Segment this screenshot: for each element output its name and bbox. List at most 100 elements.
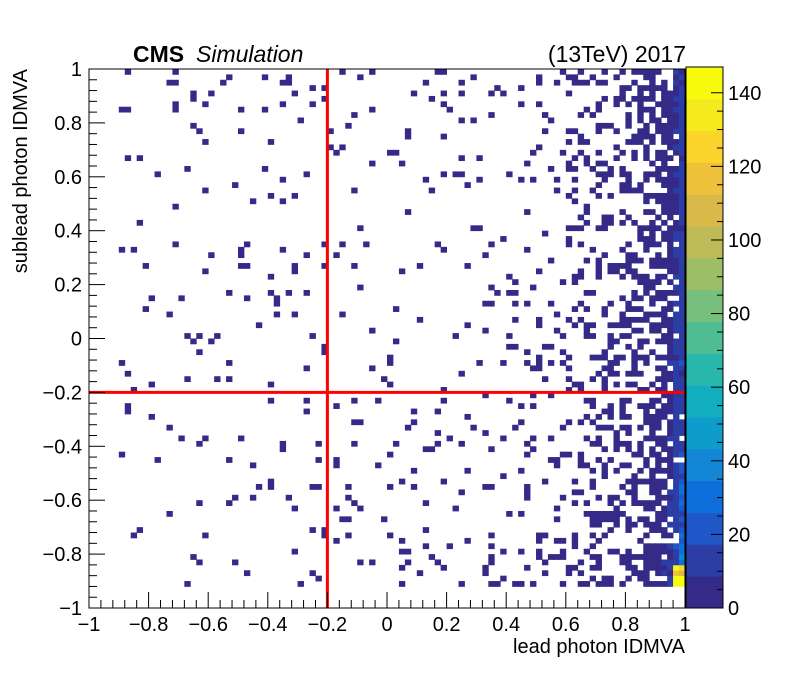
histogram-bin [673, 106, 680, 113]
histogram-bin [595, 370, 602, 377]
histogram-bin [649, 581, 656, 587]
histogram-bin [649, 419, 656, 426]
histogram-bin [667, 354, 674, 361]
histogram-bin [679, 95, 686, 102]
histogram-bin [649, 430, 656, 436]
histogram-bin [124, 403, 132, 409]
histogram-bin [607, 403, 614, 409]
histogram-bin [601, 225, 608, 232]
histogram-bin [172, 101, 179, 108]
histogram-bin [607, 333, 614, 339]
histogram-bin [315, 457, 322, 463]
histogram-bin [613, 95, 620, 102]
histogram-bin [601, 581, 608, 587]
histogram-bin [476, 225, 483, 232]
histogram-bin [577, 133, 585, 140]
histogram-bin [673, 354, 680, 361]
histogram-bin [553, 537, 561, 544]
histogram-bin [524, 564, 531, 571]
histogram-bin [595, 101, 602, 108]
histogram-bin [541, 112, 549, 118]
histogram-bin [673, 311, 680, 318]
histogram-bin [661, 564, 668, 571]
histogram-bin [649, 74, 656, 81]
histogram-bin [649, 295, 656, 302]
histogram-bin [321, 241, 328, 248]
histogram-bin [673, 90, 680, 97]
histogram-bin [440, 69, 447, 75]
histogram-bin [506, 289, 513, 296]
histogram-bin [673, 446, 680, 453]
histogram-bin [637, 85, 644, 91]
histogram-bin [655, 376, 662, 383]
histogram-bin [589, 467, 596, 474]
histogram-bin [619, 95, 626, 102]
color-scale-segment [686, 162, 723, 195]
histogram-bin [679, 365, 686, 372]
histogram-bin [667, 489, 674, 496]
histogram-bin [327, 128, 334, 135]
histogram-bin [118, 246, 126, 253]
histogram-bin [458, 155, 465, 162]
histogram-bin [565, 128, 573, 135]
histogram-bin [506, 510, 513, 517]
histogram-bin [625, 171, 632, 178]
histogram-bin [625, 548, 632, 555]
histogram-bin [649, 117, 656, 124]
histogram-bin [500, 575, 507, 582]
histogram-bin [661, 403, 668, 409]
histogram-bin [589, 440, 596, 447]
y-tick-label: −0.2 [43, 382, 82, 404]
histogram-bin [130, 532, 138, 539]
histogram-bin [565, 365, 573, 372]
histogram-bin [655, 257, 662, 264]
histogram-bin [661, 155, 668, 162]
histogram-bin [458, 489, 465, 496]
histogram-bin [655, 69, 662, 75]
histogram-bin [673, 74, 680, 81]
histogram-bin [601, 160, 608, 167]
histogram-bin [440, 90, 447, 97]
histogram-bin [667, 446, 674, 453]
histogram-bin [619, 187, 626, 194]
histogram-bin [661, 128, 668, 135]
histogram-bin [565, 451, 573, 458]
histogram-bin [524, 494, 531, 501]
histogram-bin [243, 241, 251, 248]
histogram-bin [345, 516, 352, 523]
histogram-bin [607, 300, 614, 307]
histogram-bin [571, 198, 579, 205]
histogram-bin [518, 467, 525, 474]
histogram-bin [637, 500, 644, 506]
histogram-bin [512, 289, 519, 296]
histogram-bin [655, 419, 662, 426]
histogram-bin [679, 133, 686, 140]
histogram-bin [243, 570, 251, 577]
histogram-bin [184, 376, 191, 383]
histogram-bin [339, 241, 346, 248]
histogram-bin [536, 537, 543, 544]
histogram-bin [667, 554, 674, 560]
histogram-bin [470, 74, 477, 81]
histogram-bin [655, 149, 662, 156]
histogram-bin [643, 516, 650, 523]
histogram-bin [673, 430, 680, 436]
histogram-bin [679, 166, 686, 172]
histogram-bin [655, 354, 662, 361]
histogram-bin [339, 144, 346, 151]
histogram-bin [667, 451, 674, 458]
histogram-bin [667, 521, 674, 528]
histogram-bin [673, 101, 680, 108]
histogram-bin [595, 106, 602, 113]
histogram-bin [661, 79, 668, 86]
histogram-bin [214, 333, 221, 339]
histogram-bin [369, 365, 376, 372]
histogram-bin [464, 182, 471, 188]
histogram-bin [613, 446, 620, 453]
histogram-bin [667, 397, 674, 404]
histogram-bin [541, 128, 549, 135]
histogram-bin [661, 182, 668, 188]
histogram-bin [202, 268, 209, 275]
histogram-bin [488, 554, 495, 560]
histogram-bin [661, 413, 668, 420]
